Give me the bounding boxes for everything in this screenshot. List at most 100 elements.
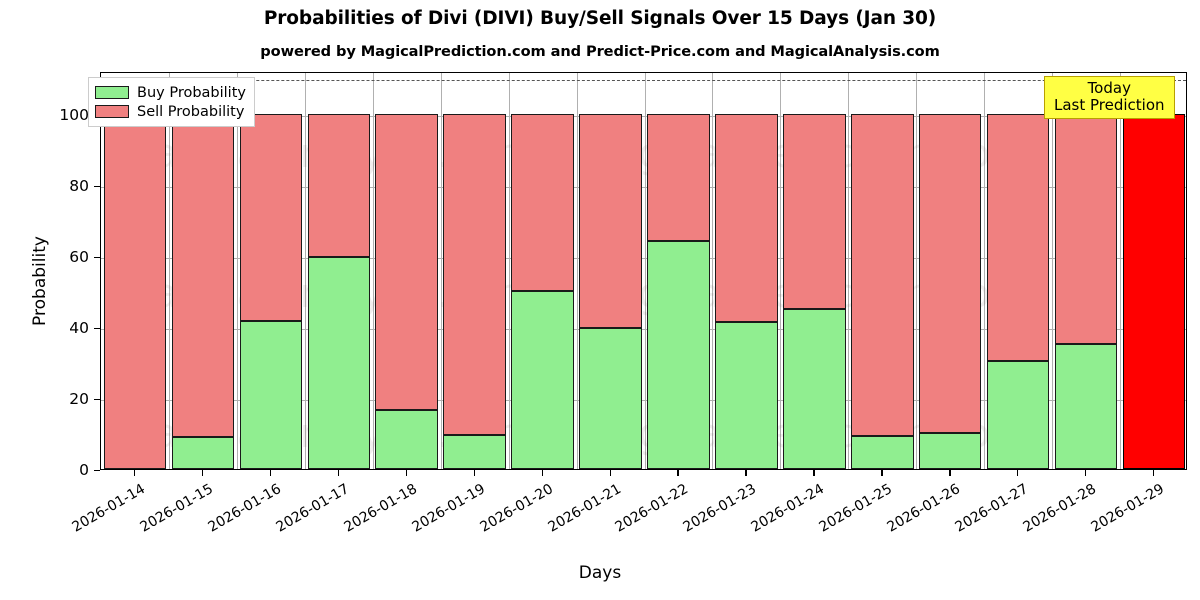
bar-segment-sell[interactable] — [443, 113, 506, 435]
bar-segment-buy[interactable] — [918, 433, 982, 469]
chart-legend: Buy Probability Sell Probability — [88, 77, 255, 127]
legend-swatch-buy — [95, 86, 129, 99]
bar-segment-sell[interactable] — [171, 113, 235, 438]
gridline-vertical — [848, 73, 850, 469]
x-axis-tick-mark — [949, 470, 951, 476]
bar-segment-sell[interactable] — [783, 113, 846, 310]
bar-group[interactable] — [443, 73, 506, 469]
bar-segment-sell[interactable] — [918, 113, 982, 434]
legend-swatch-sell — [95, 105, 129, 118]
bar-group[interactable] — [1054, 73, 1118, 469]
bar-segment-buy[interactable] — [851, 435, 914, 469]
bar-group[interactable] — [103, 73, 167, 469]
y-axis-tick-label: 0 — [79, 461, 89, 479]
gridline-vertical — [1052, 73, 1054, 469]
bar-segment-sell[interactable] — [239, 113, 303, 321]
x-axis-tick-mark — [133, 470, 136, 476]
bar-group[interactable] — [307, 73, 371, 469]
bar-segment-buy[interactable] — [579, 327, 642, 469]
bar-segment-sell[interactable] — [647, 113, 710, 241]
gridline-vertical — [644, 73, 646, 469]
bar-group[interactable] — [511, 73, 574, 469]
bar-group[interactable] — [1122, 73, 1186, 469]
bar-segment-buy[interactable] — [375, 410, 438, 469]
bar-group[interactable] — [375, 73, 438, 469]
bar-group[interactable] — [783, 73, 846, 469]
plot-area: MagicalAnalysis.comMagicalPrediction.com… — [100, 72, 1187, 470]
bar-group[interactable] — [171, 73, 235, 469]
bar-segment-sell[interactable] — [103, 113, 167, 469]
legend-label-sell: Sell Probability — [137, 103, 245, 120]
gridline-horizontal — [101, 115, 1186, 117]
bar-segment-buy[interactable] — [443, 434, 506, 469]
bar-segment-sell[interactable] — [579, 113, 642, 328]
bar-segment-buy[interactable] — [307, 256, 371, 469]
y-axis-tick-mark — [94, 398, 100, 401]
gridline-horizontal — [101, 328, 1186, 330]
bar-segment-sell[interactable] — [986, 113, 1050, 362]
x-axis-tick-mark — [337, 470, 340, 476]
x-axis-label: Days — [578, 563, 622, 583]
x-axis-tick-mark — [1017, 470, 1019, 476]
legend-item-sell: Sell Probability — [95, 102, 246, 121]
y-axis-tick-label: 60 — [69, 247, 89, 266]
bar-group[interactable] — [918, 73, 982, 469]
y-axis-tick-label: 80 — [69, 176, 89, 195]
y-axis-tick-mark — [94, 327, 100, 330]
gridline-horizontal — [101, 399, 1186, 401]
gridline-vertical — [304, 73, 306, 469]
bar-segment-sell[interactable] — [1054, 113, 1118, 344]
x-axis-tick-mark — [745, 470, 747, 476]
y-axis-tick-label: 100 — [59, 105, 89, 124]
x-axis-tick-mark — [405, 470, 408, 476]
bar-segment-sell[interactable] — [715, 113, 778, 322]
bar-group[interactable] — [986, 73, 1050, 469]
x-axis-tick-mark — [609, 470, 611, 476]
threshold-line — [101, 80, 1186, 82]
gridline-vertical — [1120, 73, 1122, 469]
gridline-vertical — [168, 73, 170, 469]
x-axis-tick-mark — [541, 470, 543, 476]
gridline-vertical — [508, 73, 510, 469]
x-axis-tick-mark — [1153, 470, 1155, 476]
bar-segment-sell[interactable] — [851, 113, 914, 436]
x-axis-tick-mark — [1085, 470, 1087, 476]
bar-segment-buy[interactable] — [783, 309, 846, 469]
bar-group[interactable] — [579, 73, 642, 469]
bar-segment-sell[interactable] — [511, 113, 574, 292]
today-annotation-line2: Last Prediction — [1054, 95, 1165, 114]
bar-segment-buy[interactable] — [171, 437, 235, 469]
bar-segment-buy[interactable] — [1054, 343, 1118, 469]
bar-segment-buy[interactable] — [715, 321, 778, 469]
gridline-vertical — [916, 73, 918, 469]
bar-segment-buy[interactable] — [511, 291, 574, 469]
bar-group[interactable] — [715, 73, 778, 469]
bar-group[interactable] — [647, 73, 710, 469]
chart-subtitle: powered by MagicalPrediction.com and Pre… — [260, 43, 940, 60]
chart-title: Probabilities of Divi (DIVI) Buy/Sell Si… — [263, 8, 937, 29]
y-axis-tick-mark — [94, 470, 100, 472]
bar-segment-sell[interactable] — [375, 113, 438, 411]
bar-group[interactable] — [239, 73, 303, 469]
gridline-vertical — [712, 73, 714, 469]
y-axis-label: Probability — [30, 236, 50, 326]
y-axis-tick-label: 40 — [69, 318, 89, 337]
bar-segment-buy[interactable] — [239, 320, 303, 469]
today-annotation: Today Last Prediction — [1044, 76, 1175, 119]
today-annotation-line1: Today — [1087, 79, 1131, 97]
gridline-horizontal — [101, 257, 1186, 259]
bar-group[interactable] — [851, 73, 914, 469]
gridline-vertical — [780, 73, 782, 469]
gridline-vertical — [372, 73, 374, 469]
bar-segment-today[interactable] — [1122, 113, 1186, 469]
x-axis-tick-mark — [269, 470, 272, 476]
bar-segment-sell[interactable] — [307, 113, 371, 257]
x-axis-tick-mark — [473, 470, 475, 476]
x-axis-tick-mark — [201, 470, 204, 476]
y-axis-tick-mark — [94, 256, 100, 259]
bar-segment-buy[interactable] — [986, 361, 1050, 469]
x-axis-tick-mark — [881, 470, 883, 476]
bar-segment-buy[interactable] — [647, 240, 710, 469]
gridline-vertical — [984, 73, 986, 469]
